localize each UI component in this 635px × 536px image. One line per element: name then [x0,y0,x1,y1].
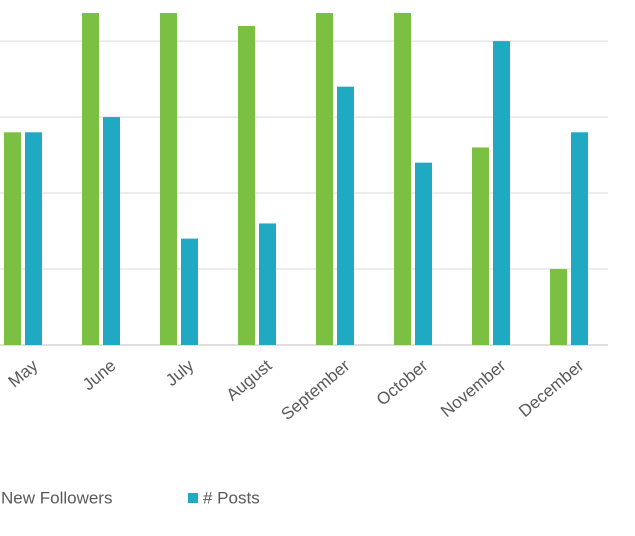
x-tick-label: August [223,356,276,405]
x-tick-label: November [437,356,510,421]
bar [571,132,588,345]
bar [472,147,489,345]
bar [493,41,510,346]
legend-label: # Posts [203,488,260,507]
bar [25,132,42,345]
bar [4,132,21,345]
bar [238,25,255,345]
x-tick-label: September [278,356,354,424]
bar [550,269,567,345]
x-tick-label: May [5,356,42,392]
bar [337,86,354,346]
labels: May June July August September October Novembe… [1,356,588,508]
x-tick-label: July [162,356,198,390]
legend-label: New Followers [1,488,112,507]
bar [259,223,276,345]
legend-swatch [188,493,198,503]
bar [103,117,120,345]
bars [4,13,588,346]
x-tick-label: June [79,356,119,394]
x-tick-label: December [515,356,588,421]
x-tick-label: October [373,356,432,410]
bar [160,13,177,345]
bar [316,13,333,345]
bar [394,13,411,345]
bar [82,13,99,345]
bar [181,238,198,345]
bar [415,162,432,345]
